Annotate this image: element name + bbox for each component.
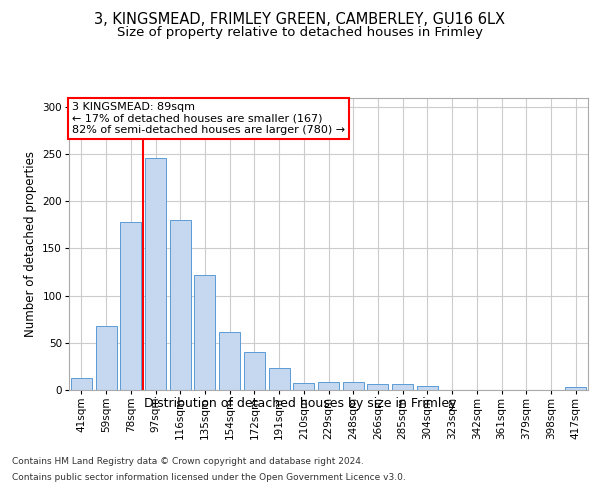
Bar (170, 220, 191, 390)
Bar (293, 384, 314, 390)
Text: Distribution of detached houses by size in Frimley: Distribution of detached houses by size … (144, 398, 456, 410)
Bar (318, 382, 339, 390)
Bar (71, 378, 92, 390)
Bar (343, 382, 364, 390)
Text: Contains public sector information licensed under the Open Government Licence v3: Contains public sector information licen… (12, 472, 406, 482)
Bar (145, 158, 166, 390)
Text: Size of property relative to detached houses in Frimley: Size of property relative to detached ho… (117, 26, 483, 39)
Bar (367, 384, 388, 390)
Bar (417, 386, 438, 390)
Bar (120, 222, 141, 390)
Bar (95, 326, 116, 390)
Bar (219, 332, 240, 390)
Bar (565, 387, 586, 390)
Bar (269, 368, 290, 390)
Text: 3, KINGSMEAD, FRIMLEY GREEN, CAMBERLEY, GU16 6LX: 3, KINGSMEAD, FRIMLEY GREEN, CAMBERLEY, … (95, 12, 505, 28)
Text: Contains HM Land Registry data © Crown copyright and database right 2024.: Contains HM Land Registry data © Crown c… (12, 458, 364, 466)
Bar (194, 275, 215, 390)
Bar (392, 384, 413, 390)
Text: 3 KINGSMEAD: 89sqm
← 17% of detached houses are smaller (167)
82% of semi-detach: 3 KINGSMEAD: 89sqm ← 17% of detached hou… (71, 102, 345, 135)
Bar (244, 352, 265, 390)
Y-axis label: Number of detached properties: Number of detached properties (24, 151, 37, 337)
